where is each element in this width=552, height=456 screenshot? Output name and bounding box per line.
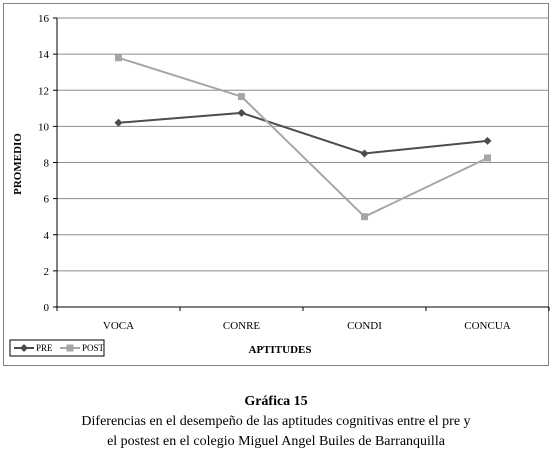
series-pre-line <box>118 111 488 155</box>
series-pre-point <box>483 136 492 145</box>
series-post-point <box>115 54 122 62</box>
series-lines <box>118 56 488 218</box>
y-axis-title: PROMEDIO <box>12 133 24 195</box>
series-pre-point <box>360 149 369 158</box>
x-tick-label: CONCUA <box>464 320 511 332</box>
x-tick-label: CONDI <box>347 320 382 332</box>
gridlines <box>57 17 549 308</box>
axes <box>53 17 550 311</box>
y-tick-label: 8 <box>44 158 50 170</box>
y-tick-label: 6 <box>44 194 50 206</box>
x-tick-labels: VOCA CONRE CONDI CONCUA <box>103 320 511 332</box>
legend: PRE POST <box>9 339 105 357</box>
y-tick-label: 12 <box>38 85 49 97</box>
series-post-line <box>118 56 488 218</box>
series-pre-point <box>114 118 123 127</box>
caption-line-1: Diferencias en el desempeño de las aptit… <box>81 414 471 429</box>
series-post-point <box>238 93 245 101</box>
x-tick-label: VOCA <box>103 320 134 332</box>
caption-title: Gráfica 15 <box>244 394 308 409</box>
caption-line-2: el postest en el colegio Miguel Angel Bu… <box>107 434 445 449</box>
y-tick-labels: 0 2 4 6 8 10 12 14 16 <box>38 13 50 314</box>
legend-pre-marker <box>20 344 28 352</box>
legend-box <box>9 339 105 357</box>
series-markers <box>114 54 492 221</box>
y-tick-label: 4 <box>44 230 50 242</box>
series-pre-point <box>237 108 246 117</box>
legend-post-marker <box>66 344 74 352</box>
series-post-point <box>361 213 368 221</box>
y-tick-label: 14 <box>38 49 50 61</box>
y-tick-label: 10 <box>38 121 50 133</box>
line-chart: 0 2 4 6 8 10 12 14 16 VOCA CONRE CONDI CONCUA PROME… <box>9 13 550 357</box>
series-post-point <box>484 154 491 162</box>
chart-frame: 0 2 4 6 8 10 12 14 16 VOCA CONRE CONDI CONCUA PROME… <box>3 3 550 366</box>
figure-caption: Gráfica 15 Diferencias en el desempeño d… <box>0 392 552 452</box>
x-tick-label: CONRE <box>223 320 261 332</box>
y-tick-label: 0 <box>44 302 50 314</box>
x-axis-title: APTITUDES <box>249 344 312 356</box>
y-tick-label: 2 <box>44 266 50 278</box>
legend-post-label: POST <box>82 343 105 353</box>
y-tick-label: 16 <box>38 13 50 25</box>
legend-pre-label: PRE <box>36 343 53 353</box>
